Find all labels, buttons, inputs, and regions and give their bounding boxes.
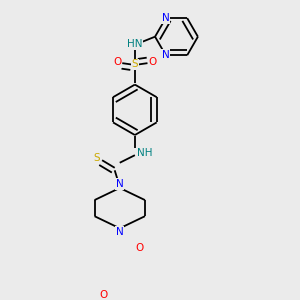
Text: N: N: [162, 50, 169, 60]
Text: N: N: [116, 227, 124, 237]
Text: S: S: [94, 153, 100, 163]
Text: N: N: [116, 179, 124, 189]
Text: O: O: [136, 244, 144, 254]
Text: O: O: [113, 57, 121, 67]
Text: O: O: [100, 290, 108, 300]
Text: NH: NH: [137, 148, 153, 158]
Text: O: O: [148, 57, 157, 67]
Text: N: N: [162, 13, 169, 23]
Text: HN: HN: [127, 39, 142, 49]
Text: S: S: [132, 59, 138, 69]
